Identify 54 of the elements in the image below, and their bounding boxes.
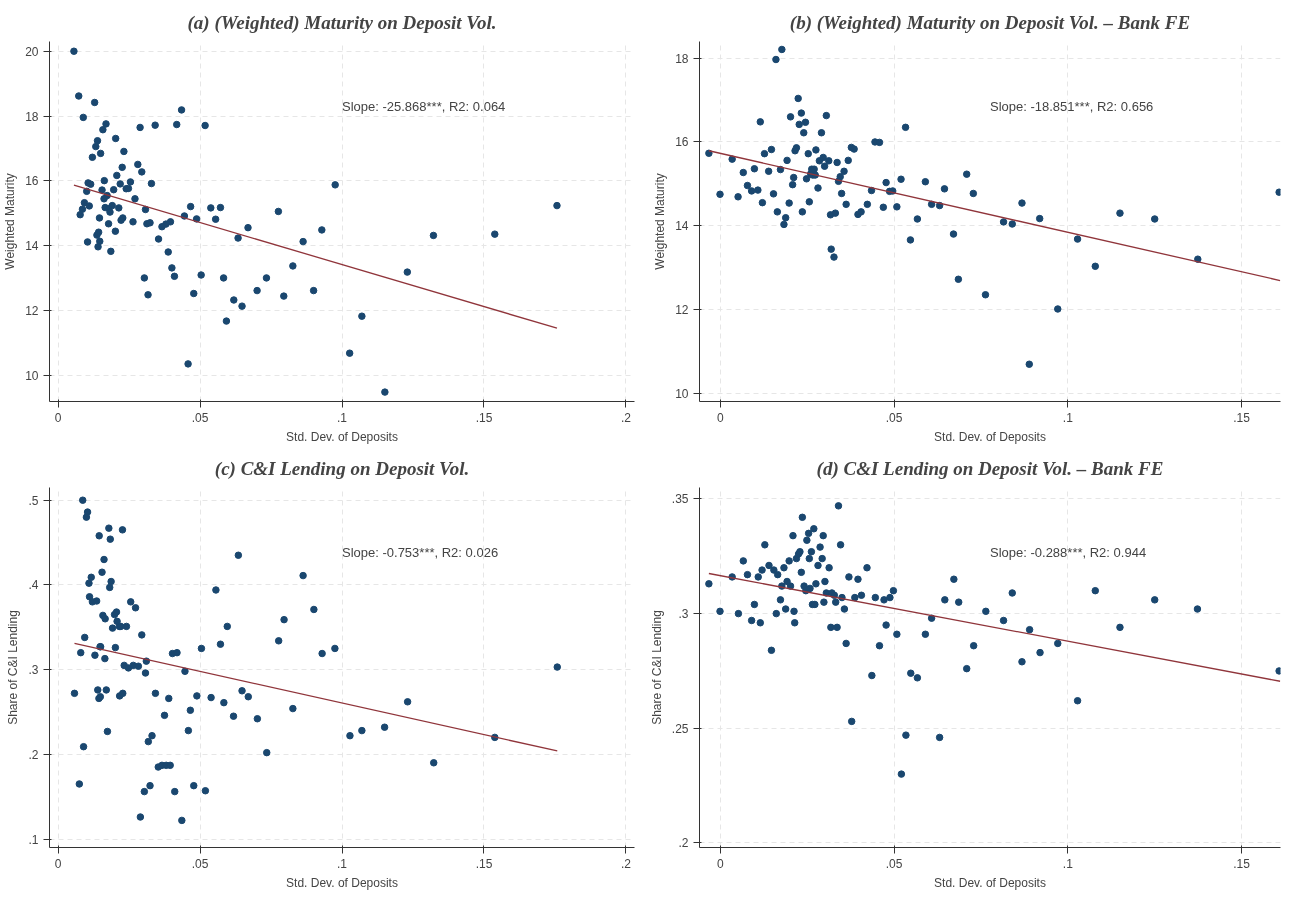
- y-tick-label: .3: [678, 607, 689, 622]
- x-tick-label: .2: [620, 410, 632, 425]
- x-axis-title: Std. Dev. of Deposits: [934, 875, 1046, 890]
- chart-title: (d) C&I Lending on Deposit Vol. – Bank FE: [816, 457, 1164, 480]
- y-tick-label: 20: [25, 44, 39, 59]
- y-axis-title: Share of C&I Lending: [649, 610, 664, 725]
- y-tick-label: .1: [28, 832, 39, 847]
- y-tick-label: 18: [675, 51, 689, 66]
- annotation: Slope: -0.288***, R2: 0.944: [990, 544, 1147, 560]
- y-tick-label: .35: [671, 492, 689, 507]
- x-tick-label: .15: [475, 410, 493, 425]
- annotation: Slope: -0.753***, R2: 0.026: [342, 544, 499, 560]
- x-axis-title: Std. Dev. of Deposits: [286, 875, 398, 890]
- x-tick-label: .05: [885, 410, 903, 425]
- x-tick-label: 0: [717, 856, 725, 871]
- y-axis-title: Weighted Maturity: [3, 173, 18, 270]
- x-tick-label: .1: [1062, 856, 1074, 871]
- y-tick-label: .2: [28, 747, 39, 762]
- y-tick-label: .2: [678, 836, 689, 851]
- x-tick-label: .05: [885, 856, 903, 871]
- chart-title: (b) (Weighted) Maturity on Deposit Vol. – Bank FE: [789, 11, 1191, 34]
- x-tick-label: 0: [54, 410, 62, 425]
- y-tick-label: 14: [675, 219, 689, 234]
- y-tick-label: 10: [675, 386, 689, 401]
- y-tick-label: .4: [28, 578, 39, 593]
- x-tick-label: .15: [1233, 856, 1251, 871]
- x-axis-title: Std. Dev. of Deposits: [286, 429, 398, 444]
- x-tick-label: .15: [1233, 410, 1251, 425]
- y-tick-label: 12: [25, 304, 39, 319]
- x-tick-label: .05: [191, 856, 209, 871]
- y-tick-label: 16: [675, 135, 689, 150]
- annotation: Slope: -25.868***, R2: 0.064: [342, 98, 506, 114]
- x-tick-label: .15: [475, 856, 493, 871]
- y-tick-label: .3: [28, 663, 39, 678]
- annotation: Slope: -18.851***, R2: 0.656: [990, 98, 1154, 114]
- y-tick-label: .5: [28, 493, 39, 508]
- y-tick-label: .25: [671, 721, 689, 736]
- x-tick-label: .2: [620, 856, 632, 871]
- y-tick-label: 16: [25, 174, 39, 189]
- x-tick-label: .1: [337, 856, 348, 871]
- y-axis-title: Weighted Maturity: [653, 173, 668, 270]
- x-tick-label: 0: [54, 856, 62, 871]
- x-tick-label: .1: [1062, 410, 1074, 425]
- y-tick-label: 18: [25, 109, 39, 124]
- y-tick-label: 10: [25, 369, 39, 384]
- x-axis-title: Std. Dev. of Deposits: [934, 429, 1046, 444]
- y-axis-title: Share of C&I Lending: [6, 610, 21, 725]
- x-tick-label: .1: [337, 410, 348, 425]
- chart-title: (c) C&I Lending on Deposit Vol.: [214, 457, 470, 480]
- y-tick-label: 14: [25, 239, 39, 254]
- y-tick-label: 12: [675, 302, 689, 317]
- chart-title: (a) (Weighted) Maturity on Deposit Vol.: [187, 11, 497, 34]
- x-tick-label: 0: [717, 410, 725, 425]
- x-tick-label: .05: [191, 410, 209, 425]
